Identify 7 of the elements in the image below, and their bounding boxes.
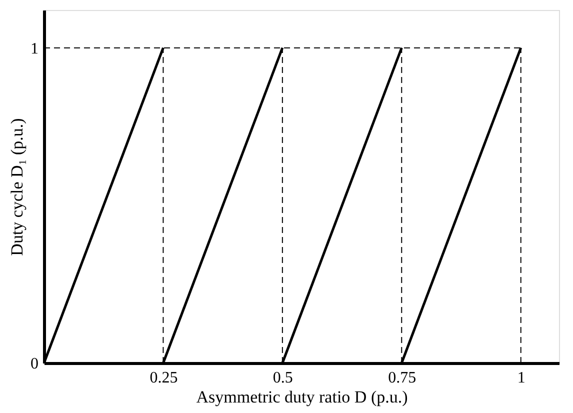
y-tick-label: 0 xyxy=(30,356,38,372)
x-tick-label: 1 xyxy=(517,370,526,386)
x-tick-label: 0.75 xyxy=(388,370,416,386)
x-tick-label: 0.5 xyxy=(272,370,293,386)
x-axis-title: Asymmetric duty ratio D (p.u.) xyxy=(196,388,408,406)
y-axis-title: Duty cycle D₁ (p.u.) xyxy=(8,118,26,256)
x-tick-label: 0.25 xyxy=(150,370,178,386)
